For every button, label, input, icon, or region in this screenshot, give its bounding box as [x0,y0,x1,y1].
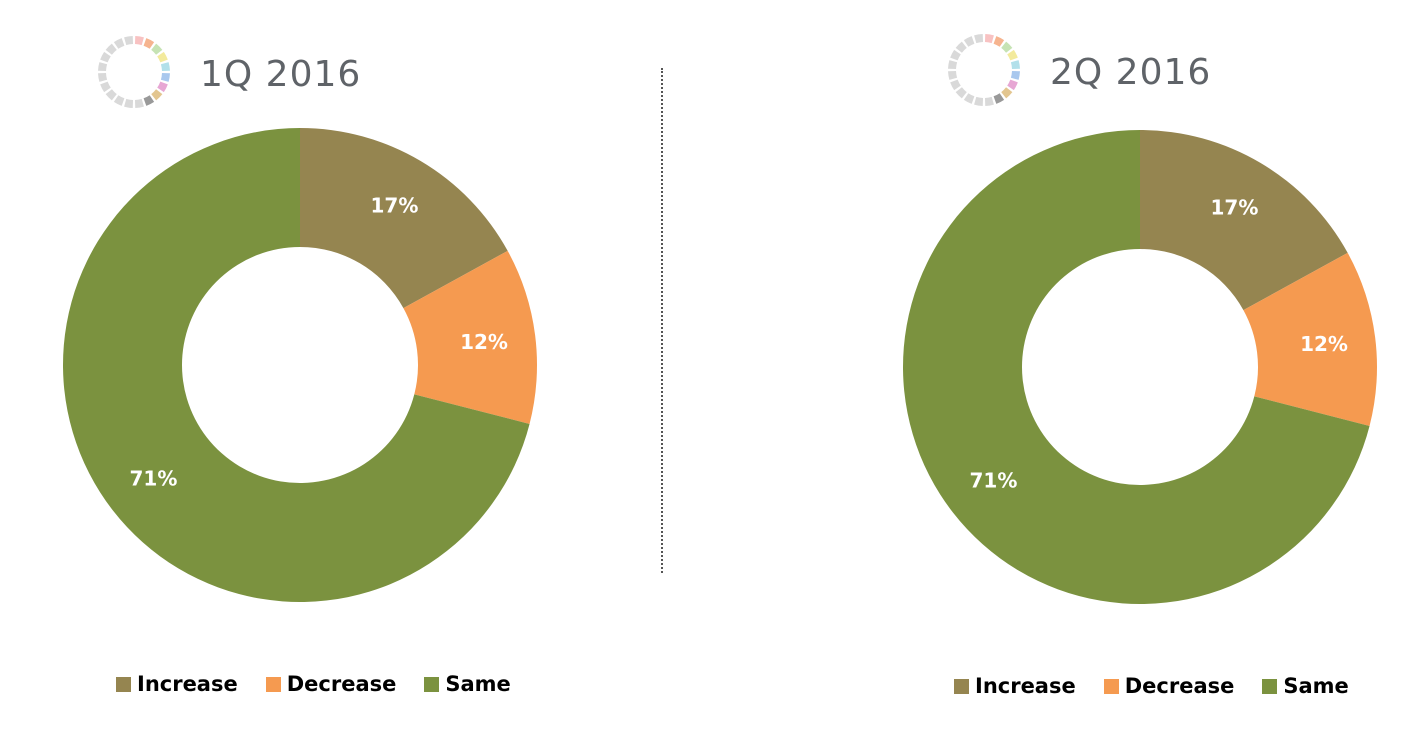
donut-slice-same [62,128,530,602]
logo-segment [143,38,155,49]
logo-segment [143,95,155,106]
legend-swatch [265,676,281,692]
dotted-divider [661,68,663,573]
legend-item-increase: Increase [954,674,1076,698]
logo-segment [160,72,170,82]
donut-slice-increase [1140,130,1348,311]
chart-title: 2Q 2016 [1050,52,1212,93]
donut-slice-increase [300,128,508,309]
data-label-increase: 17% [370,193,418,217]
data-label-decrease: 12% [460,330,508,354]
donut-slice-same [902,130,1370,604]
logo-segment [124,98,134,108]
logo-segment [105,89,117,101]
logo-segment [151,89,163,101]
donut-slice-decrease [1243,252,1377,426]
legend-label: Decrease [1124,674,1235,698]
legend-swatch [116,676,131,692]
logo-segment [950,79,961,91]
logo-segment [100,51,111,63]
legend: Increase Decrease Same [954,674,1349,698]
logo-segment [984,34,994,44]
legend-item-decrease: Decrease [1103,674,1235,698]
logo-segment [993,93,1005,104]
donut-chart: 17% 12% 71% [902,130,1377,604]
legend: Increase Decrease Same [116,672,511,696]
legend-label: Same [445,672,511,696]
logo-segment [974,34,984,44]
logo-segment [134,98,144,108]
segmented-ring-logo-icon [98,36,170,108]
chart-panel-1q-2016: 1Q 2016 17% 12% 71% Increase Decrease Same [62,36,537,696]
chart-panel-2q-2016: 2Q 2016 17% 12% 71% Increase Decrease Same [714,0,1428,736]
logo-segment [151,43,163,55]
logo-segment [1010,60,1020,70]
logo-segment [963,93,975,104]
logo-segment [955,87,967,99]
legend-item-decrease: Decrease [265,672,397,696]
logo-segment [157,81,168,93]
donut-slice-decrease [403,250,537,424]
logo-segment [100,81,111,93]
legend-swatch [1103,678,1119,694]
logo-segment [1007,79,1018,91]
logo-segment [974,96,984,106]
legend-swatch [1262,678,1278,694]
logo-segment [157,51,168,63]
logo-segment [963,36,975,47]
logo-segment [160,62,170,72]
logo-segment [984,96,994,106]
data-label-same: 71% [969,469,1017,493]
logo-segment [1010,70,1020,80]
data-label-increase: 17% [1210,195,1258,219]
logo-segment [948,70,958,80]
legend-swatch [424,676,440,692]
chart-title: 1Q 2016 [200,54,362,95]
donut-chart: 17% 12% 71% [62,128,537,602]
logo-segment [134,36,144,46]
legend-item-same: Same [424,672,511,696]
logo-segment [993,36,1005,47]
segmented-ring-logo-icon [948,34,1020,106]
data-label-decrease: 12% [1300,332,1348,356]
legend-swatch [954,678,969,694]
legend-label: Increase [137,672,238,696]
legend-item-same: Same [1262,674,1349,698]
logo-segment [1001,87,1013,99]
logo-segment [113,38,125,49]
logo-segment [124,36,134,46]
logo-segment [113,95,125,106]
logo-segment [950,49,961,61]
data-label-same: 71% [129,467,177,491]
logo-segment [105,43,117,55]
logo-segment [1007,49,1018,61]
legend-label: Decrease [286,672,397,696]
logo-segment [98,72,108,82]
logo-segment [1001,41,1013,53]
legend-item-increase: Increase [116,672,238,696]
logo-segment [955,41,967,53]
legend-label: Increase [975,674,1076,698]
legend-label: Same [1283,674,1349,698]
logo-segment [948,60,958,70]
logo-segment [98,62,108,72]
